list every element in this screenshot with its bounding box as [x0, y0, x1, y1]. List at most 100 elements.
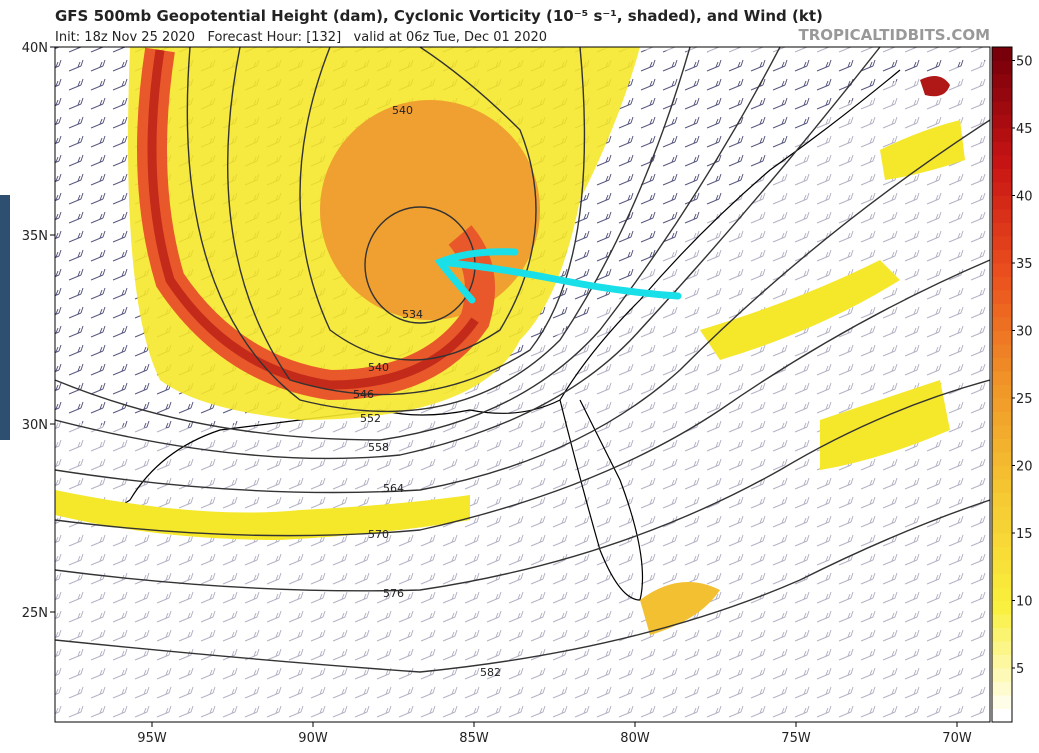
colorbar-bin [992, 465, 1012, 480]
colorbar-bin [992, 506, 1012, 520]
vorticity-patch [640, 582, 720, 635]
colorbar-bin [992, 695, 1012, 709]
colorbar-bin [992, 344, 1012, 358]
title: GFS 500mb Geopotential Height (dam), Cyc… [55, 7, 823, 25]
colorbar-bin [992, 573, 1012, 588]
colorbar-bin [992, 560, 1012, 574]
colorbar-bin [992, 114, 1012, 129]
lon-label: 85W [459, 731, 489, 746]
map: 534 540 540 546 552 558 564 570 576 582 [55, 47, 990, 722]
contour [227, 47, 586, 396]
colorbar-bin [992, 533, 1012, 547]
colorbar-bin [992, 317, 1012, 331]
colorbar-bin [992, 546, 1012, 561]
colorbar-bin [992, 479, 1012, 493]
map-axes: 40N 35N 30N 25N 95W 90W 85W 80W 75W 70W [22, 41, 972, 746]
map-frame [54, 46, 991, 723]
lon-label: 95W [137, 731, 167, 746]
colorbar-bin [992, 668, 1012, 682]
colorbar-bin [992, 384, 1012, 399]
colorbar-bin [992, 600, 1012, 615]
colorbar-bin [992, 60, 1012, 75]
colorbar-bin [992, 276, 1012, 291]
colorbar-label: 40 [1016, 190, 1033, 205]
colorbar-bin [992, 101, 1012, 115]
colorbar-label: 30 [1016, 325, 1033, 340]
colorbar-label: 45 [1016, 122, 1033, 137]
colorbar-bin [992, 222, 1012, 237]
vorticity-max [920, 76, 950, 97]
contour-label: 540 [392, 104, 413, 117]
colorbar-bin [992, 492, 1012, 507]
lon-label: 80W [620, 731, 650, 746]
colorbar-label: 50 [1016, 55, 1033, 70]
vorticity-patches [700, 120, 965, 470]
colorbar-bin [992, 47, 1012, 61]
lat-label: 40N [22, 41, 48, 56]
colorbar-bin [992, 195, 1012, 210]
colorbar-bin [992, 587, 1012, 601]
colorbar-bin [992, 641, 1012, 655]
lat-label: 25N [22, 606, 48, 621]
contour [55, 47, 781, 441]
colorbar-frame [991, 46, 1013, 723]
credit: TROPICALTIDBITS.COM [799, 26, 991, 44]
colorbar-bin [992, 452, 1012, 466]
colorbar-bin [992, 74, 1012, 88]
colorbar-label: 35 [1016, 257, 1033, 272]
colorbar-bin [992, 330, 1012, 345]
colorbar-label: 25 [1016, 392, 1033, 407]
colorbar-bin [992, 168, 1012, 183]
colorbar-label: 10 [1016, 595, 1033, 610]
lon-label: 75W [781, 731, 811, 746]
colorbar-bin [992, 398, 1012, 412]
contour-label: 540 [368, 361, 389, 374]
contour [55, 379, 990, 592]
contour [299, 47, 537, 361]
contour-label: 582 [480, 666, 501, 679]
colorbar-bin [992, 519, 1012, 534]
colorbar-bin [992, 128, 1012, 142]
lat-label: 35N [22, 229, 48, 244]
colorbar-bin [992, 627, 1012, 642]
lon-label: 90W [298, 731, 328, 746]
colorbar-bin [992, 371, 1012, 385]
colorbar-bin [992, 357, 1012, 372]
annotation-arrow [434, 248, 682, 304]
lon-label: 70W [942, 731, 972, 746]
lat-label: 30N [22, 418, 48, 433]
colorbar-label: 20 [1016, 460, 1033, 475]
colorbar-bin [992, 209, 1012, 223]
colorbar-bin [992, 141, 1012, 156]
colorbar-bin [992, 263, 1012, 277]
contour-label: 558 [368, 441, 389, 454]
contour-label: 570 [368, 528, 389, 541]
colorbar-bin [992, 182, 1012, 196]
colorbar-label: 5 [1016, 662, 1024, 677]
colorbar: 5 10 15 20 25 30 35 40 45 50 [991, 46, 1033, 723]
vorticity-band [55, 490, 470, 540]
vorticity-core [147, 49, 479, 390]
vorticity-orange [320, 100, 540, 320]
colorbar-bin [992, 303, 1012, 318]
contour [55, 119, 990, 494]
contour-label: 564 [383, 482, 404, 495]
colorbar-bin [992, 425, 1012, 439]
colorbar-bin [992, 411, 1012, 426]
colorbar-bin [992, 438, 1012, 453]
colorbar-bin [992, 681, 1012, 696]
side-tab [0, 195, 10, 440]
subtitle: Init: 18z Nov 25 2020 Forecast Hour: [13… [55, 30, 547, 45]
contour-label: 576 [383, 587, 404, 600]
contour-label: 552 [360, 412, 381, 425]
colorbar-bin [992, 614, 1012, 628]
ocean-area [55, 47, 990, 722]
contour [55, 47, 881, 460]
colorbar-bin [992, 87, 1012, 102]
contour-label: 546 [353, 388, 374, 401]
colorbar-bin [992, 155, 1012, 169]
contour [55, 499, 990, 673]
colorbar-label: 15 [1016, 527, 1033, 542]
contour-label: 534 [402, 308, 423, 321]
